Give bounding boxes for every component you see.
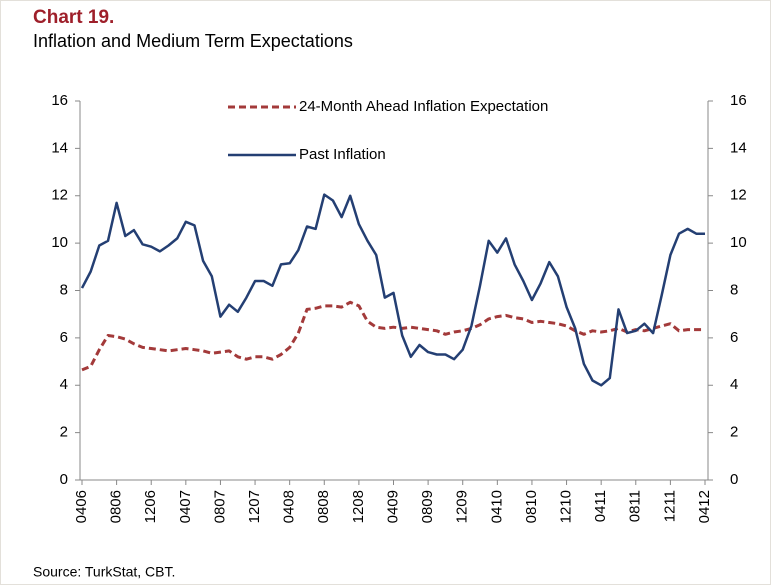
x-tick-label: 0408 <box>281 490 298 523</box>
y2-tick-label: 0 <box>730 471 738 488</box>
legend-label: 24-Month Ahead Inflation Expectation <box>299 98 548 115</box>
x-tick-label: 1207 <box>246 490 263 523</box>
x-tick-label: 1208 <box>350 490 367 523</box>
x-tick-label: 0409 <box>384 490 401 523</box>
y-tick-label: 8 <box>60 281 68 298</box>
y2-tick-label: 4 <box>730 376 738 393</box>
y2-tick-label: 2 <box>730 424 738 441</box>
y-tick-label: 0 <box>60 471 68 488</box>
x-tick-label: 0809 <box>419 490 436 523</box>
y-tick-label: 2 <box>60 424 68 441</box>
x-tick-label: 1209 <box>454 490 471 523</box>
series-line <box>81 300 705 372</box>
source: Source: TurkStat, CBT. <box>33 564 175 580</box>
y-tick-label: 6 <box>60 329 68 346</box>
y2-tick-label: 16 <box>730 92 747 109</box>
y2-tick-label: 12 <box>730 187 747 204</box>
y-tick-label: 12 <box>51 187 68 204</box>
x-tick-label: 0410 <box>488 490 505 523</box>
x-tick-label: 0811 <box>627 490 644 522</box>
y-tick-label: 16 <box>51 92 68 109</box>
y2-tick-label: 14 <box>730 139 747 156</box>
y-tick-label: 4 <box>60 376 68 393</box>
x-tick-label: 0407 <box>177 490 194 523</box>
y2-tick-label: 6 <box>730 329 738 346</box>
x-tick-label: 0807 <box>211 490 228 523</box>
y2-tick-label: 8 <box>730 281 738 298</box>
y-tick-label: 10 <box>51 234 68 251</box>
y2-tick-label: 10 <box>730 234 747 251</box>
legend-label: Past Inflation <box>299 146 386 163</box>
x-tick-label: 0411 <box>592 490 609 522</box>
x-tick-label: 1211 <box>661 490 678 522</box>
y-tick-label: 14 <box>51 139 68 156</box>
chart-subtitle: Inflation and Medium Term Expectations <box>33 31 353 51</box>
x-tick-label: 0808 <box>315 490 332 523</box>
chart-title: Chart 19. <box>33 7 114 28</box>
x-tick-label: 1206 <box>142 490 159 523</box>
x-tick-label: 0412 <box>696 490 713 523</box>
series-line <box>80 193 705 387</box>
x-tick-label: 0806 <box>108 490 125 523</box>
x-tick-label: 1210 <box>558 490 575 523</box>
x-tick-label: 0406 <box>73 490 90 523</box>
x-tick-label: 0810 <box>523 490 540 523</box>
